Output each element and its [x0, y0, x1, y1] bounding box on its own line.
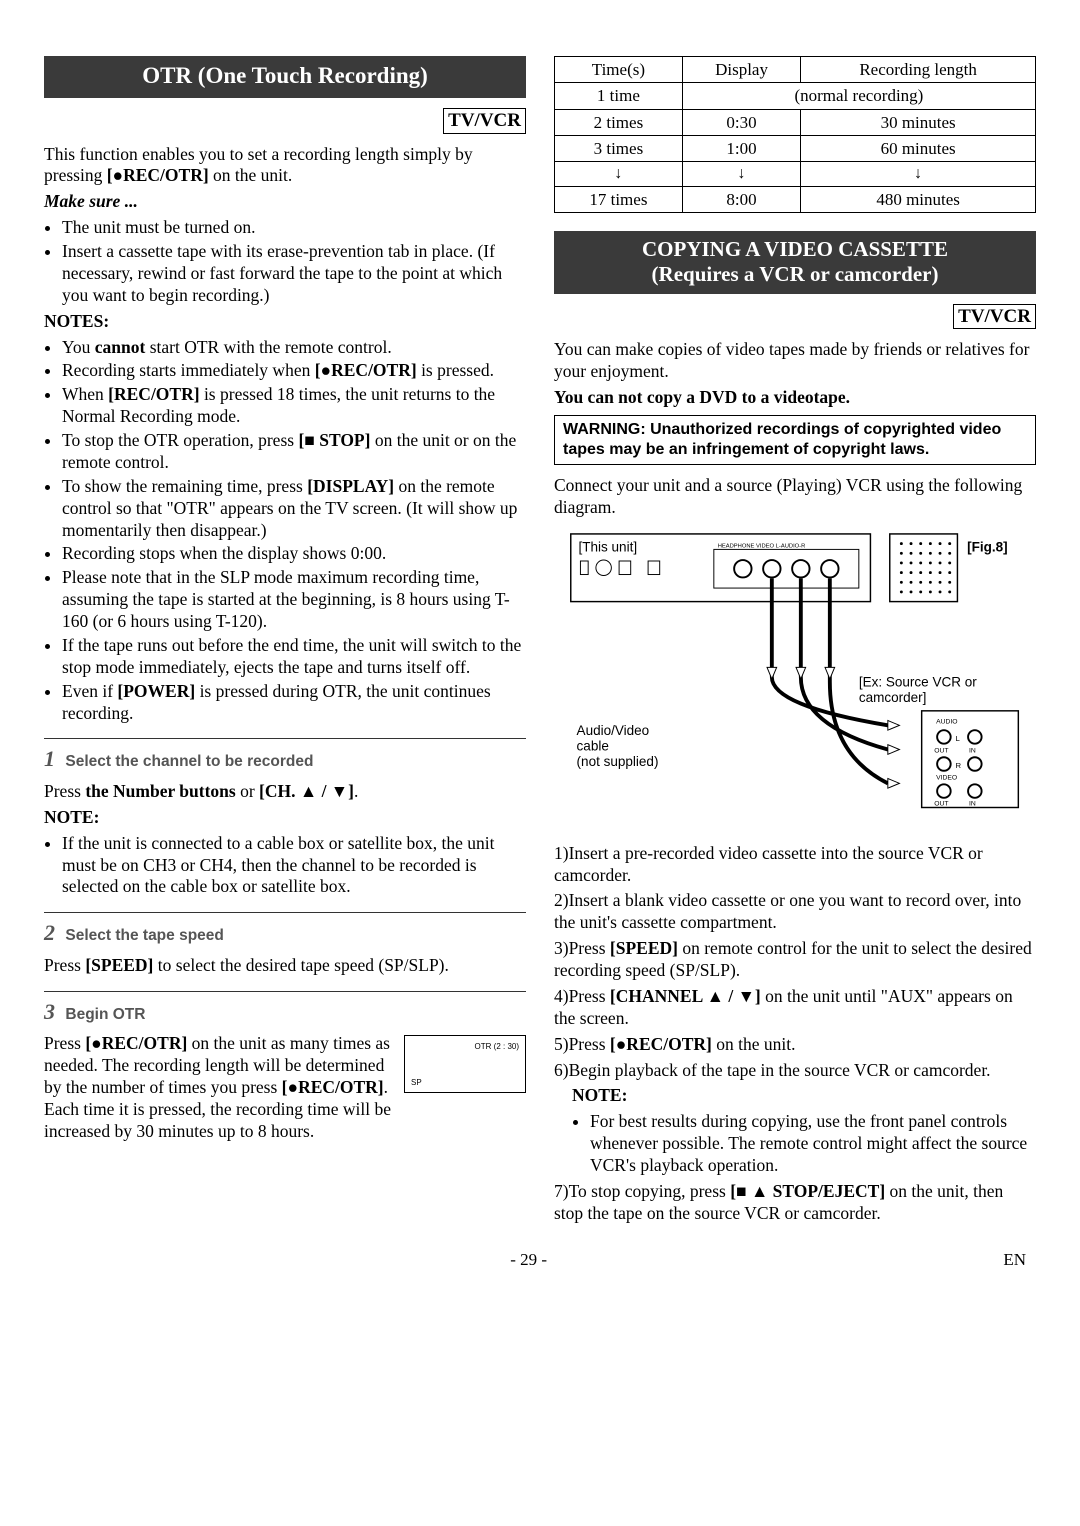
step-text: 4)Press [CHANNEL ▲ / ▼] on the unit unti…: [554, 986, 1036, 1030]
svg-text:(not supplied): (not supplied): [577, 754, 659, 769]
diagram-label-thisunit: [This unit]: [579, 539, 638, 554]
step-1-text: Press the Number buttons or [CH. ▲ / ▼].: [44, 781, 526, 803]
svg-text:R: R: [956, 761, 962, 770]
table-header: Recording length: [801, 57, 1036, 83]
list-item: You cannot start OTR with the remote con…: [62, 337, 526, 359]
table-row: 1 time (normal recording): [555, 83, 1036, 109]
list-item: Recording stops when the display shows 0…: [62, 543, 526, 565]
list-item: Insert a cassette tape with its erase-pr…: [62, 241, 526, 307]
connection-diagram: [This unit] HEADPHONE VIDEO L-AUDIO-R: [554, 531, 1038, 823]
list-item: Please note that in the SLP mode maximum…: [62, 567, 526, 633]
left-column: OTR (One Touch Recording) TV/VCR This fu…: [44, 56, 526, 1229]
svg-text:L: L: [956, 734, 961, 743]
step-text: 7)To stop copying, press [■ ▲ STOP/EJECT…: [554, 1181, 1036, 1225]
step-1-note-heading: NOTE:: [44, 807, 526, 829]
step-text: 6)Begin playback of the tape in the sour…: [554, 1060, 1036, 1082]
notes-heading: NOTES:: [44, 311, 526, 333]
table-row: ↓↓↓: [555, 162, 1036, 187]
list-item: To show the remaining time, press [DISPL…: [62, 476, 526, 542]
no-dvd-note: You can not copy a DVD to a videotape.: [554, 387, 1036, 409]
svg-text:OUT: OUT: [934, 800, 948, 807]
svg-text:VIDEO: VIDEO: [936, 774, 957, 781]
table-row: 3 times1:0060 minutes: [555, 135, 1036, 161]
svg-text:cable: cable: [577, 738, 609, 753]
diagram-src-label: [Ex: Source VCR or: [859, 674, 977, 689]
right-column: Time(s) Display Recording length 1 time …: [554, 56, 1036, 1229]
table-row: 2 times0:3030 minutes: [555, 109, 1036, 135]
page-number: - 29 -: [510, 1249, 547, 1270]
step-text: 3)Press [SPEED] on remote control for th…: [554, 938, 1036, 982]
step-3-heading: 3 Begin OTR: [44, 998, 526, 1026]
make-sure-list: The unit must be turned on. Insert a cas…: [44, 217, 526, 307]
list-item: For best results during copying, use the…: [590, 1111, 1036, 1177]
table-header: Time(s): [555, 57, 683, 83]
intro-text: This function enables you to set a recor…: [44, 144, 526, 188]
table-header: Display: [682, 57, 800, 83]
connect-text: Connect your unit and a source (Playing)…: [554, 475, 1036, 519]
list-item: If the tape runs out before the end time…: [62, 635, 526, 679]
svg-text:OUT: OUT: [934, 747, 948, 754]
step-text: 5)Press [●REC/OTR] on the unit.: [554, 1034, 1036, 1056]
list-item: Even if [POWER] is pressed during OTR, t…: [62, 681, 526, 725]
step-text: 2)Insert a blank video cassette or one y…: [554, 890, 1036, 934]
list-item: Recording starts immediately when [●REC/…: [62, 360, 526, 382]
svg-text:AUDIO: AUDIO: [936, 718, 957, 725]
copying-intro: You can make copies of video tapes made …: [554, 339, 1036, 383]
list-item: When [REC/OTR] is pressed 18 times, the …: [62, 384, 526, 428]
list-item: To stop the OTR operation, press [■ STOP…: [62, 430, 526, 474]
list-item: The unit must be turned on.: [62, 217, 526, 239]
tv-vcr-badge: TV/VCR: [443, 108, 526, 134]
svg-text:IN: IN: [969, 747, 976, 754]
tv-vcr-badge: TV/VCR: [953, 304, 1036, 330]
tv-screen-icon: OTR (2 : 30) SP: [404, 1035, 526, 1093]
make-sure-heading: Make sure ...: [44, 191, 526, 213]
warning-box: WARNING: Unauthorized recordings of copy…: [554, 415, 1036, 465]
step-1-heading: 1 Select the channel to be recorded: [44, 745, 526, 773]
diagram-cable-label: Audio/Video: [577, 723, 650, 738]
lang-label: EN: [1003, 1249, 1026, 1270]
svg-text:IN: IN: [969, 800, 976, 807]
diagram-fig-label: [Fig.8]: [967, 539, 1008, 554]
page-footer: - 29 - EN: [44, 1249, 1036, 1270]
note-heading: NOTE:: [572, 1085, 1036, 1107]
svg-text:HEADPHONE VIDEO L-AUDIO: HEADPHONE VIDEO L-AUDIO-R: [718, 543, 806, 549]
recording-time-table: Time(s) Display Recording length 1 time …: [554, 56, 1036, 213]
step-2-text: Press [SPEED] to select the desired tape…: [44, 955, 526, 977]
step-2-heading: 2 Select the tape speed: [44, 919, 526, 947]
step-text: 1)Insert a pre-recorded video cassette i…: [554, 843, 1036, 887]
copying-banner: COPYING A VIDEO CASSETTE (Requires a VCR…: [554, 231, 1036, 293]
table-row: 17 times8:00480 minutes: [555, 187, 1036, 213]
svg-text:camcorder]: camcorder]: [859, 690, 927, 705]
otr-banner: OTR (One Touch Recording): [44, 56, 526, 98]
notes-list: You cannot start OTR with the remote con…: [44, 337, 526, 725]
list-item: If the unit is connected to a cable box …: [62, 833, 526, 899]
